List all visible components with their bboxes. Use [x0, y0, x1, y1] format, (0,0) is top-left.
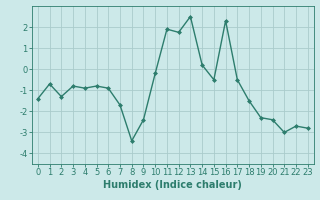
X-axis label: Humidex (Indice chaleur): Humidex (Indice chaleur): [103, 180, 242, 190]
